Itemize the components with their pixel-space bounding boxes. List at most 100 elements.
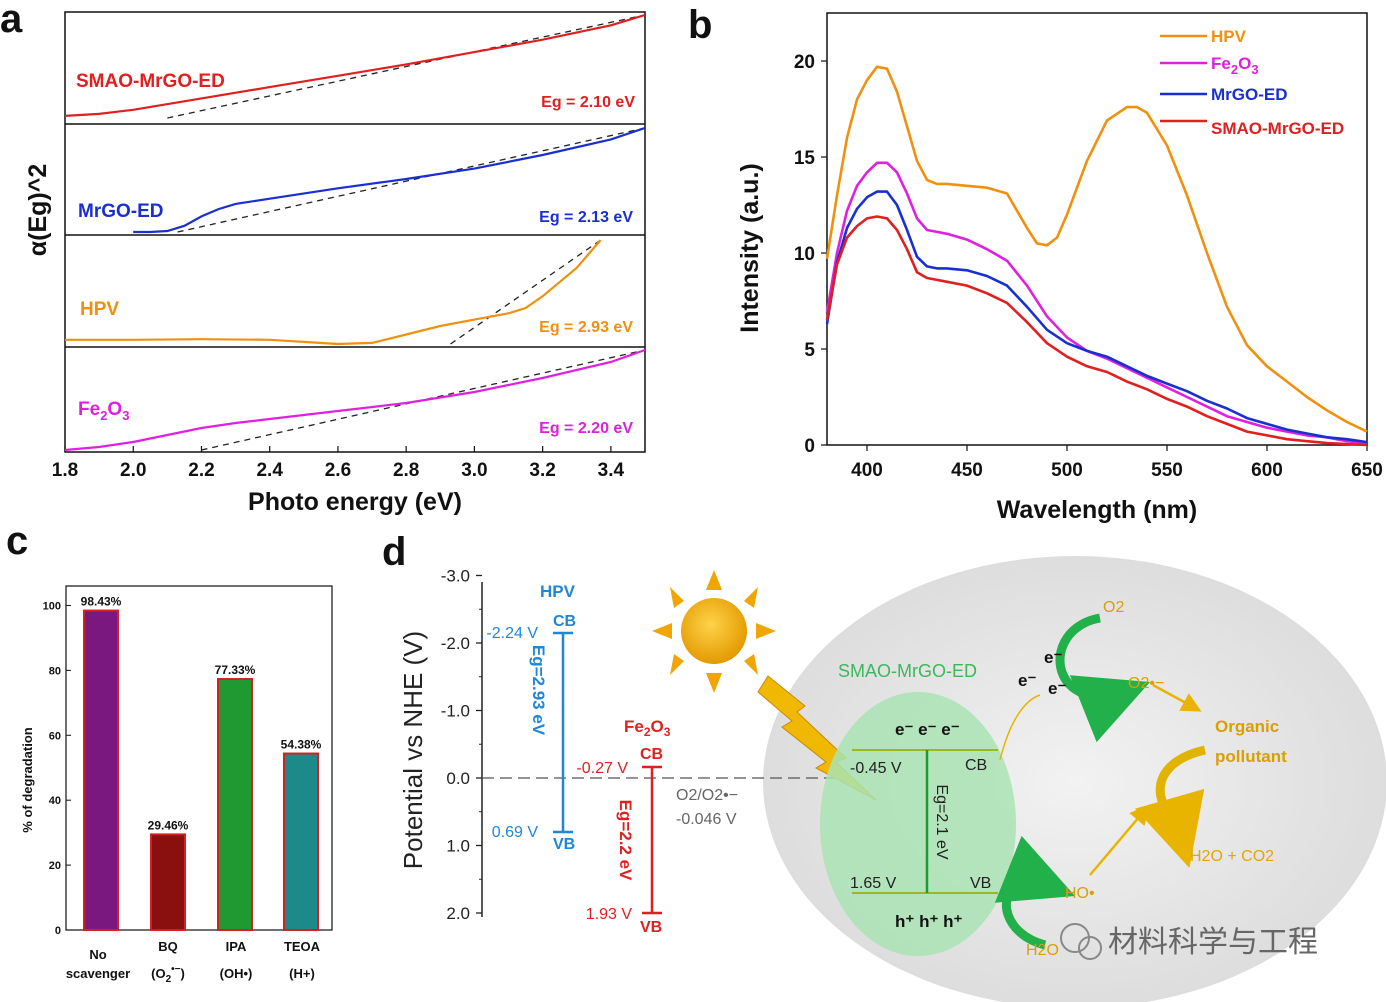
hpv-cb-label: CB: [553, 613, 576, 630]
b-x-tick-label: 400: [851, 460, 883, 481]
a-tangent-line: [177, 127, 646, 233]
c-y-tick-label: 100: [43, 600, 61, 612]
panel-c-frame: [65, 585, 333, 931]
b-series-curve: [825, 215, 1368, 447]
a-x-tick-label: 1.8: [52, 460, 78, 481]
water-label: H2O: [1026, 942, 1059, 959]
fe2o3-cb-value: -0.27 V: [576, 760, 628, 777]
b-y-tick-label: 20: [794, 52, 815, 73]
d-y-tick-label: -1.0: [441, 702, 470, 721]
composite-electrons: e⁻ e⁻ e⁻: [895, 720, 960, 739]
b-y-tick-label: 0: [804, 436, 815, 457]
a-tangent-line: [167, 14, 646, 119]
watermark-text: 材料科学与工程: [1108, 925, 1318, 960]
legend-label-hpv: HPV: [1211, 27, 1247, 46]
composite-vb-label: VB: [970, 875, 991, 892]
wechat-icon: [1078, 936, 1102, 960]
fe2o3-title: Fe2O3: [624, 717, 671, 739]
panel-b-ylabel: Intensity (a.u.): [736, 163, 764, 332]
panel-b-xlabel: Wavelength (nm): [997, 496, 1197, 524]
hydroxyl-radical-label: HO•: [1065, 885, 1095, 902]
hpv-vb-value: 0.69 V: [492, 824, 539, 841]
eg-label-smao: Eg = 2.10 eV: [541, 94, 635, 111]
c-bar: [217, 678, 253, 931]
d-y-tick-label: 1.0: [446, 837, 470, 856]
composite-title: SMAO-MrGO-ED: [838, 661, 977, 681]
b-x-tick-label: 500: [1051, 460, 1083, 481]
series-label-fe2o3: Fe2O3: [78, 399, 129, 423]
radical-attack-arrow: [1152, 683, 1202, 712]
organic-pollutant-label: pollutant: [1215, 747, 1287, 766]
hydroxyl-formation-arrow: [994, 835, 1076, 950]
b-y-tick-label: 5: [804, 340, 815, 361]
c-bar-value-label: 54.38%: [281, 738, 322, 752]
a-series-curve: [133, 126, 646, 234]
b-series-curve: [825, 65, 1368, 433]
products-label: H2O + CO2: [1190, 848, 1274, 865]
panel-label-a: a: [0, 0, 23, 41]
b-y-tick-label: 10: [794, 244, 815, 265]
composite-cb-label: CB: [965, 757, 987, 774]
panel-c-ylabel: % of degradation: [20, 727, 35, 833]
c-y-tick-label: 40: [49, 795, 61, 807]
panel-a-frame: [64, 11, 646, 453]
b-y-tick-label: 15: [794, 148, 816, 169]
electron-transfer-arrow: [999, 694, 1041, 761]
c-bar-value-label: 29.46%: [148, 818, 189, 832]
oxygen-label: O2: [1103, 599, 1124, 616]
a-tangent-line: [450, 239, 602, 345]
d-y-tick-label: 2.0: [446, 904, 470, 923]
c-y-tick-label: 20: [49, 860, 61, 872]
series-label-hpv: HPV: [80, 299, 119, 320]
superoxide-label: O2•−: [1128, 675, 1164, 692]
c-cat-label: (OH•): [220, 966, 253, 981]
panel-d-ylabel: Potential vs NHE (V): [398, 631, 428, 869]
panel-label-d: d: [382, 530, 406, 574]
b-x-tick-label: 600: [1251, 460, 1283, 481]
c-y-tick-label: 60: [49, 730, 61, 742]
series-label-mrgo: MrGO-ED: [78, 201, 164, 222]
c-bar: [83, 609, 119, 931]
legend-label-fe2o3: Fe2O3: [1211, 54, 1259, 77]
fe2o3-vb-value: 1.93 V: [586, 906, 633, 923]
fe2o3-vb-label: VB: [640, 919, 662, 936]
legend-label-mrgo: MrGO-ED: [1211, 85, 1288, 104]
eg-label-hpv: Eg = 2.93 eV: [539, 319, 633, 336]
composite-holes: h⁺ h⁺ h⁺: [895, 912, 963, 931]
c-cat-label: BQ: [158, 939, 178, 954]
a-x-tick-label: 2.4: [256, 460, 283, 481]
electron-symbol: e⁻: [1018, 671, 1036, 690]
a-x-tick-label: 2.0: [120, 460, 146, 481]
b-series-curve: [825, 161, 1368, 445]
composite-vb-value: 1.65 V: [850, 875, 897, 892]
a-x-tick-label: 3.0: [461, 460, 487, 481]
a-series-curve: [65, 239, 602, 346]
hpv-title: HPV: [540, 582, 576, 601]
b-x-tick-label: 650: [1351, 460, 1383, 481]
c-cat-label: (H+): [289, 966, 315, 981]
c-cat-label: IPA: [226, 939, 247, 954]
panel-a-ylabel: α(Eg)^2: [24, 164, 52, 256]
c-cat-label: TEOA: [284, 939, 321, 954]
legend-label-smao: SMAO-MrGO-ED: [1211, 119, 1344, 138]
a-x-tick-label: 3.2: [529, 460, 555, 481]
a-x-tick-label: 2.8: [393, 460, 419, 481]
c-bar-value-label: 98.43%: [81, 595, 122, 609]
composite-cb-value: -0.45 V: [850, 760, 902, 777]
electron-symbol: e⁻: [1048, 679, 1066, 698]
panel-a-xlabel: Photo energy (eV): [248, 488, 462, 516]
c-y-tick-label: 80: [49, 665, 61, 677]
c-cat-label: (O2•−): [151, 964, 185, 985]
composite-particle: [820, 692, 1016, 956]
a-series-curve: [64, 13, 646, 117]
eg-label-mrgo: Eg = 2.13 eV: [539, 209, 633, 226]
wechat-watermark: 材料科学与工程: [1060, 923, 1318, 960]
panel-b-legend: HPV Fe2O3 MrGO-ED SMAO-MrGO-ED: [1160, 27, 1344, 138]
a-x-tick-label: 3.4: [598, 460, 625, 481]
sun-icon: [652, 570, 776, 693]
o2-couple-label: O2/O2•−: [676, 787, 738, 804]
c-bar: [283, 752, 319, 931]
fe2o3-cb-label: CB: [640, 746, 663, 763]
superoxide-formation-arrow: [1055, 613, 1151, 743]
hpv-cb-value: -2.24 V: [486, 625, 538, 642]
